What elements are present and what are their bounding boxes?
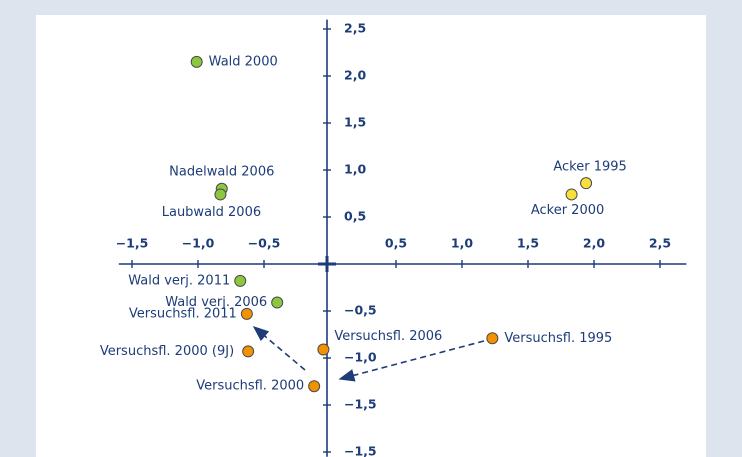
- x-tick-label: 1,5: [517, 236, 539, 251]
- point-label: Versuchsfl. 2000 (9J): [100, 344, 234, 359]
- point-label: Versuchsfl. 1995: [504, 331, 612, 346]
- y-tick-label: 2,5: [344, 21, 366, 36]
- point-label: Wald 2000: [209, 54, 278, 69]
- point: [214, 188, 227, 201]
- y-tick-label: −0,5: [344, 303, 377, 318]
- y-tick-label: −1,5: [344, 444, 377, 457]
- x-tick-label: 1,0: [451, 236, 473, 251]
- point: [317, 343, 330, 356]
- point: [580, 177, 593, 190]
- point: [190, 55, 203, 68]
- y-tick-label: 2,0: [344, 68, 366, 83]
- point: [308, 380, 321, 393]
- point-label: Versuchsfl. 2006: [334, 329, 442, 344]
- point-label: Wald verj. 2011: [128, 273, 230, 288]
- arrow: [252, 325, 306, 371]
- x-tick-label: 2,5: [649, 236, 671, 251]
- point-label: Acker 2000: [531, 203, 604, 218]
- point-label: Acker 1995: [553, 160, 626, 175]
- point-label: Versuchsfl. 2011: [129, 306, 237, 321]
- point: [271, 296, 284, 309]
- point: [234, 274, 247, 287]
- y-tick-label: 1,0: [344, 162, 366, 177]
- x-tick-label: −1,5: [116, 236, 149, 251]
- panel: [36, 15, 706, 457]
- x-tick-label: 2,0: [583, 236, 605, 251]
- x-tick-label: 0,5: [385, 236, 407, 251]
- y-tick-label: 1,5: [344, 115, 366, 130]
- point-label: Laubwald 2006: [162, 205, 261, 220]
- y-tick-label: −1,0: [344, 350, 377, 365]
- x-tick-label: −1,0: [182, 236, 215, 251]
- y-tick-label: −1,5: [344, 397, 377, 412]
- arrow: [338, 340, 485, 382]
- point: [486, 332, 499, 345]
- y-tick-label: 0,5: [344, 209, 366, 224]
- point-label: Wald verj. 2006: [165, 295, 267, 310]
- x-tick-label: −0,5: [248, 236, 281, 251]
- point: [242, 345, 255, 358]
- point-label: Nadelwald 2006: [169, 164, 274, 179]
- point: [240, 307, 253, 320]
- point-label: Versuchsfl. 2000: [196, 379, 304, 394]
- point: [565, 188, 578, 201]
